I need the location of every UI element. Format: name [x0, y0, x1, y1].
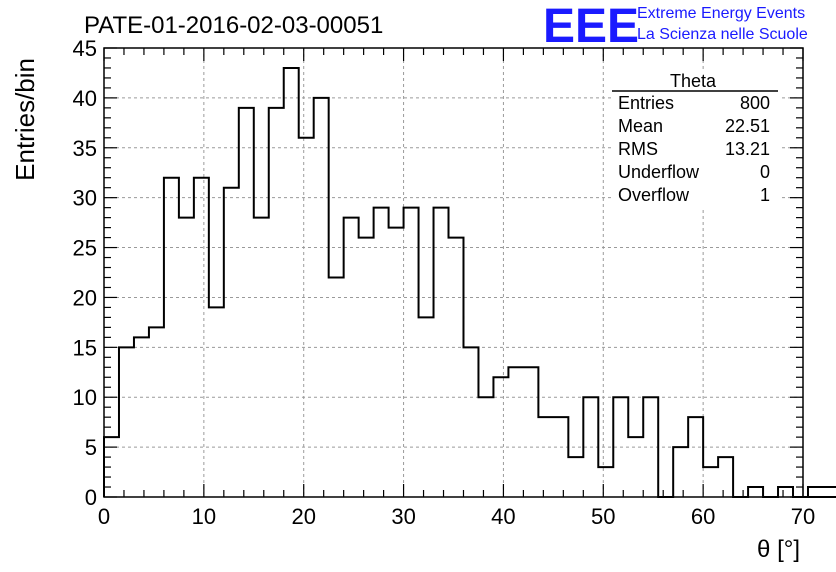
x-tick-label: 50 [591, 504, 615, 529]
histogram-bin [434, 208, 449, 497]
x-tick-label: 10 [192, 504, 216, 529]
stats-label: Entries [618, 93, 674, 113]
histogram-bin [134, 337, 149, 497]
stats-label: Mean [618, 116, 663, 136]
axis-ticks [103, 47, 804, 498]
y-tick-label: 40 [73, 86, 97, 111]
x-tick-label: 60 [691, 504, 715, 529]
histogram-bin [209, 307, 224, 497]
x-tick-label: 30 [391, 504, 415, 529]
histogram-bin [224, 188, 239, 497]
y-tick-label: 25 [73, 236, 97, 261]
logo-line-2: La Scienza nelle Scuole [637, 26, 808, 43]
histogram-bin [538, 417, 553, 497]
histogram-bin [748, 487, 763, 497]
stats-value: 800 [740, 93, 770, 113]
histogram-bin [673, 447, 688, 497]
y-tick-label: 20 [73, 285, 97, 310]
stats-value: 0 [760, 162, 770, 182]
stats-label: Underflow [618, 162, 700, 182]
histogram-bin [463, 347, 478, 497]
x-tick-label: 40 [491, 504, 515, 529]
histogram-bin [374, 208, 389, 497]
histogram-bin [553, 417, 568, 497]
y-tick-label: 15 [73, 335, 97, 360]
histogram-bin [284, 68, 299, 497]
histogram-bin [508, 367, 523, 497]
histogram-bin [419, 317, 434, 497]
plot-frame [103, 47, 804, 498]
y-axis-label: Entries/bin [10, 58, 40, 181]
histogram-bin [344, 218, 359, 497]
histogram-bin [823, 487, 836, 497]
logo-line-1: Extreme Energy Events [637, 5, 805, 22]
stats-title: Theta [670, 71, 717, 91]
histogram-bin [808, 487, 823, 497]
stats-box: Theta Entries 800 Mean 22.51 RMS 13.21 Underfl… [612, 71, 780, 208]
histogram-bin [359, 238, 374, 497]
histogram-bin [493, 377, 508, 497]
eee-logo: EEE Extreme Energy Events La Scienza nel… [543, 0, 808, 53]
stats-box-background [612, 72, 780, 208]
histogram-bin [299, 138, 314, 497]
histogram-bin [568, 457, 583, 497]
stats-label: RMS [618, 139, 658, 159]
histogram-bin [628, 437, 643, 497]
y-tick-label: 10 [73, 385, 97, 410]
y-tick-label: 5 [85, 435, 97, 460]
y-tick-label: 30 [73, 186, 97, 211]
stats-label: Overflow [618, 185, 690, 205]
x-tick-label: 20 [291, 504, 315, 529]
stats-rows: Entries 800 Mean 22.51 RMS 13.21 Underflow 0 Ove… [618, 93, 770, 205]
stats-value: 22.51 [725, 116, 770, 136]
histogram-bin [254, 218, 269, 497]
histogram-bin [598, 467, 613, 497]
x-tick-label: 0 [98, 504, 110, 529]
histogram-bin [389, 228, 404, 497]
histogram-bin [703, 467, 718, 497]
histogram-bin [478, 397, 493, 497]
histogram-bin [329, 277, 344, 497]
histogram-bin [119, 347, 134, 497]
histogram-bin [239, 108, 254, 497]
histogram-bin [404, 208, 419, 497]
x-axis-label: θ [°] [757, 536, 800, 563]
chart-title: PATE-01-2016-02-03-00051 [84, 12, 383, 39]
histogram-bin [194, 178, 209, 497]
stats-value: 1 [760, 185, 770, 205]
y-tick-label: 45 [73, 36, 97, 61]
stats-value: 13.21 [725, 139, 770, 159]
y-tick-label: 35 [73, 136, 97, 161]
histogram-bin [718, 457, 733, 497]
x-tick-label: 70 [791, 504, 815, 529]
histogram-bin [179, 218, 194, 497]
logo-mark: EEE [543, 0, 639, 53]
histogram-bin [523, 367, 538, 497]
histogram-bin [269, 108, 284, 497]
histogram-bin [688, 417, 703, 497]
y-tick-label: 0 [85, 485, 97, 510]
histogram-bin [449, 238, 464, 497]
histogram-bin [164, 178, 179, 497]
histogram-bin [778, 487, 793, 497]
histogram-bin [149, 327, 164, 497]
